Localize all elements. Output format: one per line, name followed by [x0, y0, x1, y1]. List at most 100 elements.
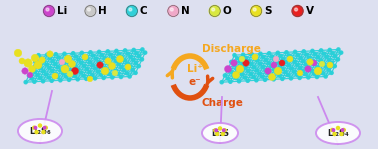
Circle shape: [290, 67, 293, 70]
Circle shape: [53, 72, 56, 76]
Circle shape: [327, 62, 333, 68]
Circle shape: [314, 67, 322, 75]
Circle shape: [256, 59, 259, 62]
Circle shape: [307, 66, 310, 69]
Circle shape: [282, 58, 285, 61]
Circle shape: [109, 53, 112, 56]
Text: Li⁺: Li⁺: [187, 64, 203, 74]
Circle shape: [42, 131, 45, 134]
Circle shape: [223, 129, 225, 132]
Circle shape: [255, 69, 259, 72]
Circle shape: [14, 49, 22, 57]
Circle shape: [135, 52, 138, 55]
Circle shape: [270, 65, 273, 68]
Circle shape: [220, 81, 223, 84]
Circle shape: [294, 50, 297, 53]
Circle shape: [314, 52, 317, 56]
Circle shape: [333, 132, 336, 136]
Circle shape: [316, 56, 319, 59]
Circle shape: [91, 64, 94, 67]
Circle shape: [301, 70, 304, 73]
Circle shape: [247, 59, 250, 63]
Circle shape: [97, 70, 100, 73]
Circle shape: [42, 60, 46, 63]
Circle shape: [62, 62, 66, 65]
Circle shape: [170, 8, 173, 11]
Circle shape: [221, 132, 225, 135]
Circle shape: [122, 69, 126, 72]
Circle shape: [331, 128, 334, 132]
Circle shape: [285, 51, 288, 54]
Circle shape: [284, 70, 287, 74]
Circle shape: [305, 66, 311, 72]
Circle shape: [33, 70, 36, 73]
Circle shape: [275, 71, 279, 74]
Circle shape: [223, 74, 226, 77]
Circle shape: [215, 132, 219, 135]
Circle shape: [315, 75, 319, 79]
Circle shape: [129, 55, 132, 58]
Circle shape: [118, 52, 121, 56]
Circle shape: [330, 71, 333, 74]
Circle shape: [235, 57, 239, 60]
Circle shape: [296, 53, 299, 57]
Circle shape: [311, 60, 317, 66]
Circle shape: [232, 73, 235, 77]
Circle shape: [231, 60, 237, 66]
Circle shape: [88, 70, 91, 74]
Circle shape: [332, 129, 335, 131]
Circle shape: [126, 6, 137, 17]
Circle shape: [67, 71, 73, 77]
Circle shape: [328, 48, 332, 52]
Circle shape: [250, 63, 253, 66]
Circle shape: [56, 76, 59, 79]
Circle shape: [63, 52, 66, 55]
Circle shape: [80, 51, 84, 54]
Circle shape: [22, 68, 28, 74]
Circle shape: [259, 52, 262, 55]
Circle shape: [276, 51, 279, 54]
Circle shape: [305, 53, 308, 56]
Circle shape: [112, 56, 115, 59]
Circle shape: [218, 127, 222, 130]
Circle shape: [243, 76, 246, 79]
Circle shape: [71, 52, 75, 55]
Circle shape: [250, 53, 253, 56]
Circle shape: [28, 66, 36, 73]
Circle shape: [132, 48, 135, 52]
Circle shape: [313, 72, 316, 75]
Circle shape: [102, 76, 105, 80]
Circle shape: [270, 75, 273, 78]
Circle shape: [74, 55, 77, 58]
Text: H: H: [98, 6, 107, 16]
Circle shape: [276, 61, 279, 64]
Circle shape: [85, 77, 88, 80]
Circle shape: [279, 64, 282, 67]
Circle shape: [129, 65, 132, 68]
Circle shape: [82, 74, 85, 77]
Circle shape: [126, 52, 129, 55]
Circle shape: [36, 63, 40, 67]
Circle shape: [93, 77, 97, 80]
Circle shape: [114, 69, 117, 72]
Circle shape: [252, 76, 255, 79]
Circle shape: [246, 79, 249, 82]
Circle shape: [98, 50, 101, 53]
Circle shape: [307, 76, 310, 79]
Circle shape: [34, 127, 37, 129]
Circle shape: [259, 62, 262, 65]
Circle shape: [33, 80, 36, 83]
Circle shape: [50, 79, 53, 82]
Circle shape: [330, 61, 334, 65]
Circle shape: [31, 54, 39, 62]
Circle shape: [263, 78, 266, 81]
Circle shape: [111, 76, 114, 79]
Text: Li: Li: [57, 6, 67, 16]
Ellipse shape: [316, 122, 360, 144]
Circle shape: [214, 129, 217, 132]
Circle shape: [304, 63, 308, 66]
Circle shape: [129, 8, 132, 11]
Circle shape: [60, 59, 63, 62]
Circle shape: [290, 57, 294, 60]
Circle shape: [253, 66, 256, 69]
